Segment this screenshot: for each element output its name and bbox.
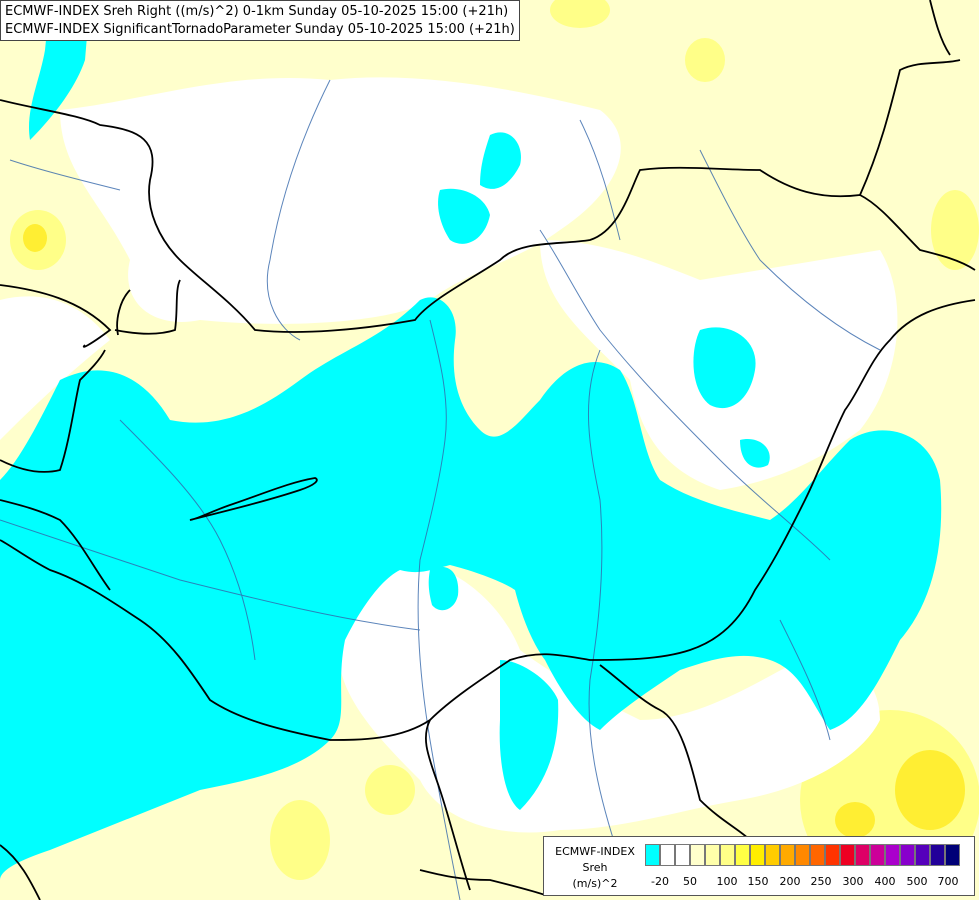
legend-tick-label: 50 — [683, 875, 697, 888]
legend-tick-label: 400 — [874, 875, 896, 888]
legend-swatch — [720, 844, 735, 866]
legend-swatch — [780, 844, 795, 866]
legend-source: ECMWF-INDEX — [555, 845, 635, 858]
legend-tick-label: 700 — [937, 875, 959, 888]
legend-swatch — [735, 844, 750, 866]
legend-swatch — [765, 844, 780, 866]
legend-swatches — [645, 844, 960, 866]
legend-swatch — [690, 844, 705, 866]
legend-swatch — [945, 844, 960, 866]
legend-swatch — [870, 844, 885, 866]
legend-tick-label: 250 — [810, 875, 832, 888]
legend-swatch — [705, 844, 720, 866]
legend-swatch — [810, 844, 825, 866]
map-title-box: ECMWF-INDEX Sreh Right ((m/s)^2) 0-1km S… — [0, 0, 520, 41]
strong-yellow-patches — [23, 224, 965, 838]
legend-swatch — [660, 844, 675, 866]
legend-swatch — [885, 844, 900, 866]
color-legend: ECMWF-INDEX Sreh (m/s)^2 -20 50 100 150 200 2… — [543, 836, 975, 896]
legend-ticks: -20 50 100 150 200 250 300 400 500 700 — [645, 875, 965, 891]
legend-swatch — [750, 844, 765, 866]
legend-swatch — [915, 844, 930, 866]
legend-unit: (m/s)^2 — [572, 877, 618, 890]
rivers — [0, 79, 881, 900]
legend-tick-label: 200 — [779, 875, 801, 888]
legend-swatch — [930, 844, 945, 866]
title-line-stp: ECMWF-INDEX SignificantTornadoParameter … — [5, 22, 515, 37]
cyan-regions — [0, 0, 942, 881]
legend-swatch — [900, 844, 915, 866]
legend-tick-label: 500 — [906, 875, 928, 888]
legend-swatch — [840, 844, 855, 866]
legend-swatch — [675, 844, 690, 866]
legend-variable: Sreh — [582, 861, 608, 874]
legend-tick-label: 100 — [716, 875, 738, 888]
legend-tick-label: -20 — [651, 875, 669, 888]
legend-swatch — [825, 844, 840, 866]
legend-swatch — [795, 844, 810, 866]
legend-tick-label: 150 — [747, 875, 769, 888]
legend-tick-label: 300 — [842, 875, 864, 888]
title-line-sreh: ECMWF-INDEX Sreh Right ((m/s)^2) 0-1km S… — [5, 4, 509, 19]
legend-swatch — [855, 844, 870, 866]
legend-swatch — [645, 844, 660, 866]
